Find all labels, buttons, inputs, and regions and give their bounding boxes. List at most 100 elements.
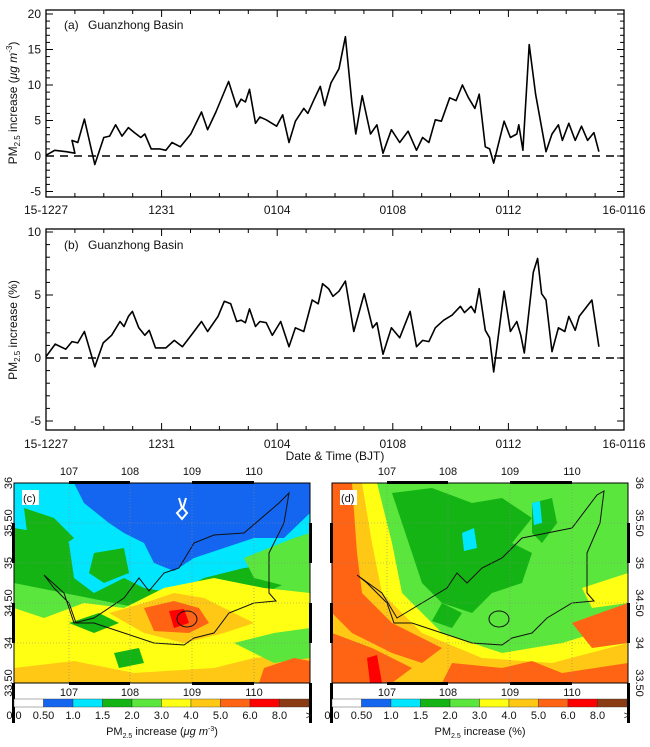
- colorbar-label: 4.0: [183, 710, 198, 722]
- x-tick-label: 0104: [264, 437, 291, 451]
- colorbar-label: 0.0: [6, 710, 21, 722]
- axis-bar: [12, 523, 15, 563]
- chart-b: (b) Guanzhong Basin PM2.5 increase (%) D…: [6, 225, 646, 463]
- lon-tick-label-bottom: 110: [563, 687, 581, 699]
- colorbar-swatch: [279, 698, 310, 708]
- axis-bar: [627, 523, 630, 563]
- colorbar-swatch: [390, 698, 421, 708]
- lat-tick-label: 35: [3, 557, 15, 569]
- axis-bar: [192, 682, 254, 685]
- map-c-field: [14, 483, 310, 683]
- x-tick-label: 1231: [148, 437, 175, 451]
- axis-bar: [192, 481, 254, 484]
- colorbar-label: 2.0: [124, 710, 139, 722]
- axis-bar: [627, 683, 630, 723]
- colorbar-label: 1.0: [65, 710, 80, 722]
- colorbar-swatch: [220, 698, 251, 708]
- x-tick-label: 15-1227: [24, 437, 68, 451]
- panel-label-d: (d): [341, 493, 354, 505]
- axis-bar: [387, 481, 448, 484]
- y-tick-label: 10: [28, 225, 42, 239]
- axis-bar: [309, 683, 312, 723]
- lat-tick-label: 34.50: [633, 589, 645, 617]
- x-axis-label-b: Date & Time (BJT): [286, 449, 385, 463]
- lat-tick-label: 33.50: [633, 669, 645, 697]
- lon-tick-label-top: 110: [563, 466, 581, 478]
- panel-label-c-box: [22, 490, 39, 505]
- axis-bar: [69, 481, 130, 484]
- colorbar-swatch: [449, 698, 480, 708]
- y-axis-label-b: PM2.5 increase (%): [6, 280, 22, 380]
- colorbar-swatch: [161, 698, 192, 708]
- colorbar-swatch: [420, 698, 451, 708]
- lat-tick-label: 36: [3, 477, 15, 489]
- lon-tick-label-bottom: 109: [183, 687, 201, 699]
- chart-a: (a) Guanzhong Basin PM2.5 increase (μg m…: [5, 7, 646, 217]
- colorbar-label: 3.0: [472, 710, 487, 722]
- axis-bar: [309, 523, 312, 563]
- lon-tick-label-top: 108: [121, 466, 139, 478]
- lon-tick-label-bottom: 107: [378, 687, 396, 699]
- y-tick-label: 0: [34, 351, 41, 365]
- y-tick-label: 5: [34, 114, 41, 128]
- colorbar-label: 1.5: [95, 710, 110, 722]
- lat-tick-label: 34: [3, 637, 15, 649]
- lon-tick-label-top: 107: [60, 466, 78, 478]
- axis-bar: [69, 682, 130, 685]
- colorbar-swatch: [72, 698, 103, 708]
- x-tick-label: 15-1227: [24, 203, 68, 217]
- colorbar-swatch: [43, 698, 74, 708]
- colorbar-label: >: [624, 710, 630, 722]
- y-tick-label: -5: [30, 414, 41, 428]
- series-line: [45, 35, 600, 166]
- lon-tick-label-top: 108: [439, 466, 457, 478]
- lon-tick-label-top: 107: [378, 466, 396, 478]
- colorbar-swatch: [190, 698, 221, 708]
- panel-label-b: (b): [64, 238, 79, 252]
- colorbar-label: 5.0: [531, 710, 546, 722]
- y-tick-label: 0: [34, 149, 41, 163]
- axis-bar: [627, 603, 630, 643]
- x-tick-label: 0104: [264, 203, 291, 217]
- y-tick-label: 15: [28, 43, 42, 57]
- colorbar-swatch: [13, 698, 44, 708]
- lon-tick-label-top: 109: [501, 466, 519, 478]
- axis-bar: [12, 603, 15, 643]
- axis-bar: [330, 523, 333, 563]
- lat-tick-label: 35.50: [633, 509, 645, 537]
- map-c-frame: [13, 482, 311, 684]
- panel-label-d-box: [340, 490, 357, 505]
- axis-bar: [309, 603, 312, 643]
- y-tick-label: 5: [34, 288, 41, 302]
- colorbar-label: 2.0: [442, 710, 457, 722]
- x-tick-label: 0108: [379, 203, 406, 217]
- map-c: (c): [13, 482, 311, 684]
- colorbar-swatch: [361, 698, 392, 708]
- lat-tick-label: 35: [633, 557, 645, 569]
- colorbar-swatch: [331, 698, 362, 708]
- y-axis-label-a: PM2.5 increase (μg m-3): [5, 42, 22, 165]
- lat-tick-label: 34: [633, 637, 645, 649]
- x-tick-label: 0112: [495, 203, 521, 217]
- map-d-frame: [331, 482, 629, 684]
- panel-label-a: (a): [64, 18, 79, 32]
- colorbar-swatch: [567, 698, 598, 708]
- y-tick-label: 10: [28, 78, 42, 92]
- axis-bar: [387, 682, 448, 685]
- x-tick-label: 1231: [148, 203, 175, 217]
- lon-tick-label-bottom: 108: [439, 687, 457, 699]
- lon-tick-label-top: 109: [183, 466, 201, 478]
- y-tick-label: -5: [30, 185, 41, 199]
- panel-label-c: (c): [23, 493, 36, 505]
- chart-title-b: Guanzhong Basin: [88, 238, 183, 252]
- colorbar-swatch: [479, 698, 510, 708]
- axis-bar: [12, 683, 15, 723]
- lon-tick-label-bottom: 110: [245, 687, 263, 699]
- colorbar-swatch: [597, 698, 628, 708]
- colorbar-swatch: [538, 698, 569, 708]
- colorbar-label: >: [306, 710, 312, 722]
- colorbar-label: 0.50: [351, 710, 372, 722]
- lon-tick-label-bottom: 108: [121, 687, 139, 699]
- colorbar-label: 1.5: [413, 710, 428, 722]
- y-tick-label: 20: [28, 7, 42, 21]
